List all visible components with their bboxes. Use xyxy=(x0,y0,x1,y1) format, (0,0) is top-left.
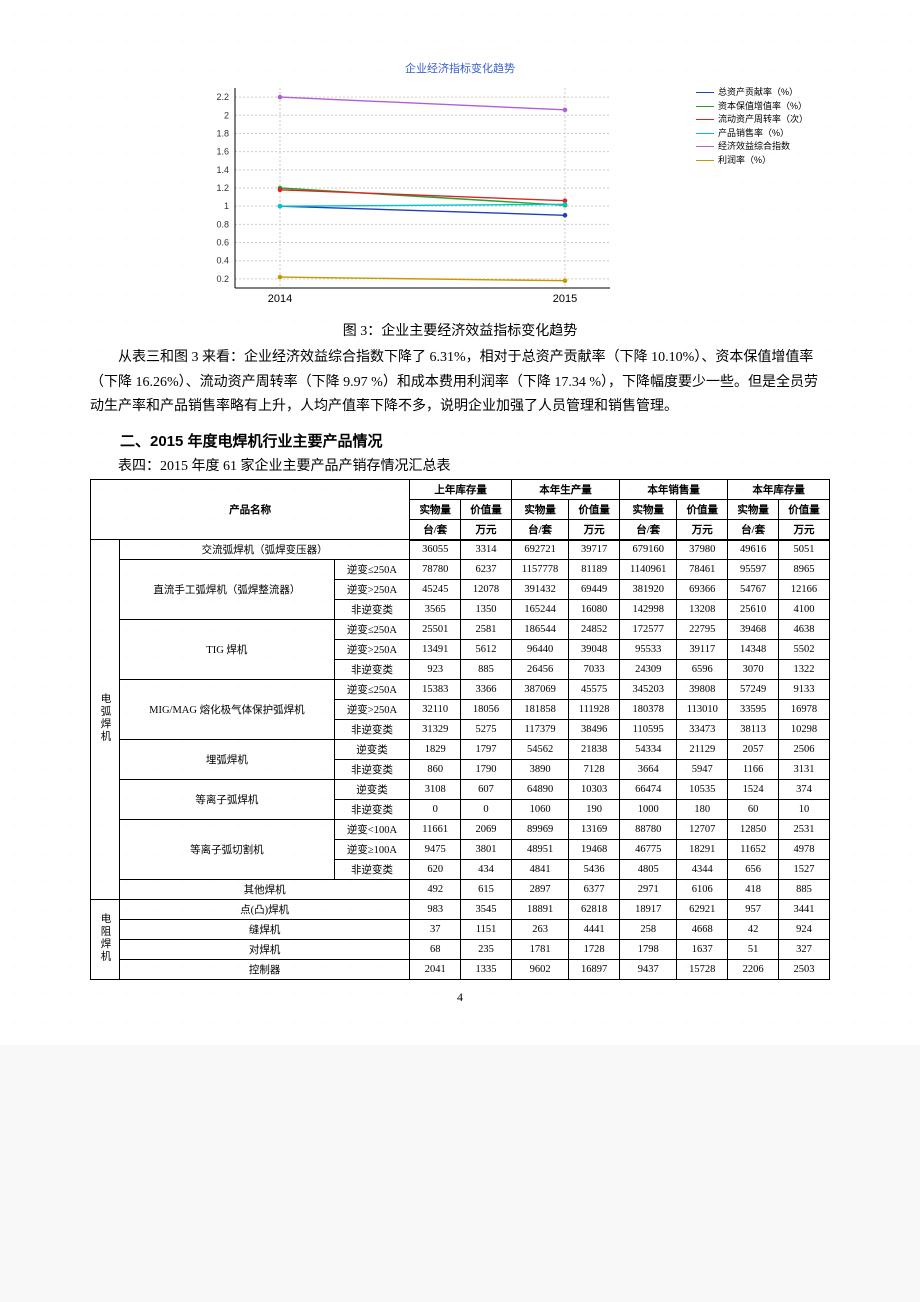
svg-text:1: 1 xyxy=(224,201,229,211)
svg-text:2014: 2014 xyxy=(268,293,292,305)
legend-label: 利润率（%） xyxy=(718,154,771,168)
legend-label: 资本保值增值率（%） xyxy=(718,100,807,114)
chart-svg: 0.2 0.4 0.6 0.8 1 1.2 1.4 1.6 1.8 2 2.2 2014 2015 xyxy=(190,80,730,310)
data-table: 产品名称上年库存量本年生产量本年销售量本年库存量实物量价值量实物量价值量实物量价… xyxy=(90,479,830,981)
svg-text:1.6: 1.6 xyxy=(216,147,229,157)
legend-swatch xyxy=(696,160,714,161)
legend-label: 产品销售率（%） xyxy=(718,127,789,141)
chart-legend: 总资产贡献率（%）资本保值增值率（%）流动资产周转率（次）产品销售率（%）经济效… xyxy=(696,86,826,167)
svg-text:1.8: 1.8 xyxy=(216,128,229,138)
legend-item: 产品销售率（%） xyxy=(696,127,826,141)
svg-text:1.2: 1.2 xyxy=(216,183,229,193)
svg-text:2: 2 xyxy=(224,110,229,120)
legend-label: 流动资产周转率（次） xyxy=(718,113,808,127)
legend-swatch xyxy=(696,119,714,120)
legend-label: 经济效益综合指数 xyxy=(718,140,790,154)
legend-item: 总资产贡献率（%） xyxy=(696,86,826,100)
document-page: 企业经济指标变化趋势 0.2 0.4 0.6 0.8 1 1.2 1.4 1.6 1.8 2 2.2… xyxy=(0,0,920,1045)
figure-caption: 图 3：企业主要经济效益指标变化趋势 xyxy=(90,320,830,340)
svg-text:1.4: 1.4 xyxy=(216,165,229,175)
legend-swatch xyxy=(696,146,714,147)
svg-text:0.8: 0.8 xyxy=(216,219,229,229)
legend-label: 总资产贡献率（%） xyxy=(718,86,798,100)
chart-container: 企业经济指标变化趋势 0.2 0.4 0.6 0.8 1 1.2 1.4 1.6 1.8 2 2.2… xyxy=(190,60,730,310)
table-caption: 表四：2015 年度 61 家企业主要产品产销存情况汇总表 xyxy=(90,455,830,475)
legend-item: 流动资产周转率（次） xyxy=(696,113,826,127)
svg-text:2.2: 2.2 xyxy=(216,92,229,102)
svg-text:0.2: 0.2 xyxy=(216,274,229,284)
legend-swatch xyxy=(696,133,714,134)
svg-text:2015: 2015 xyxy=(553,293,577,305)
chart-area: 0.20.40.60.811.21.41.61.822.220142015 总资… xyxy=(190,80,730,310)
legend-swatch xyxy=(696,92,714,93)
legend-item: 利润率（%） xyxy=(696,154,826,168)
page-number: 4 xyxy=(90,990,830,1005)
svg-text:0.6: 0.6 xyxy=(216,238,229,248)
svg-text:0.4: 0.4 xyxy=(216,256,229,266)
chart-title: 企业经济指标变化趋势 xyxy=(190,60,730,76)
section-heading: 二、2015 年度电焊机行业主要产品情况 xyxy=(90,430,830,451)
legend-swatch xyxy=(696,106,714,107)
body-paragraph: 从表三和图 3 来看：企业经济效益综合指数下降了 6.31%，相对于总资产贡献率… xyxy=(90,346,830,420)
legend-item: 经济效益综合指数 xyxy=(696,140,826,154)
legend-item: 资本保值增值率（%） xyxy=(696,100,826,114)
